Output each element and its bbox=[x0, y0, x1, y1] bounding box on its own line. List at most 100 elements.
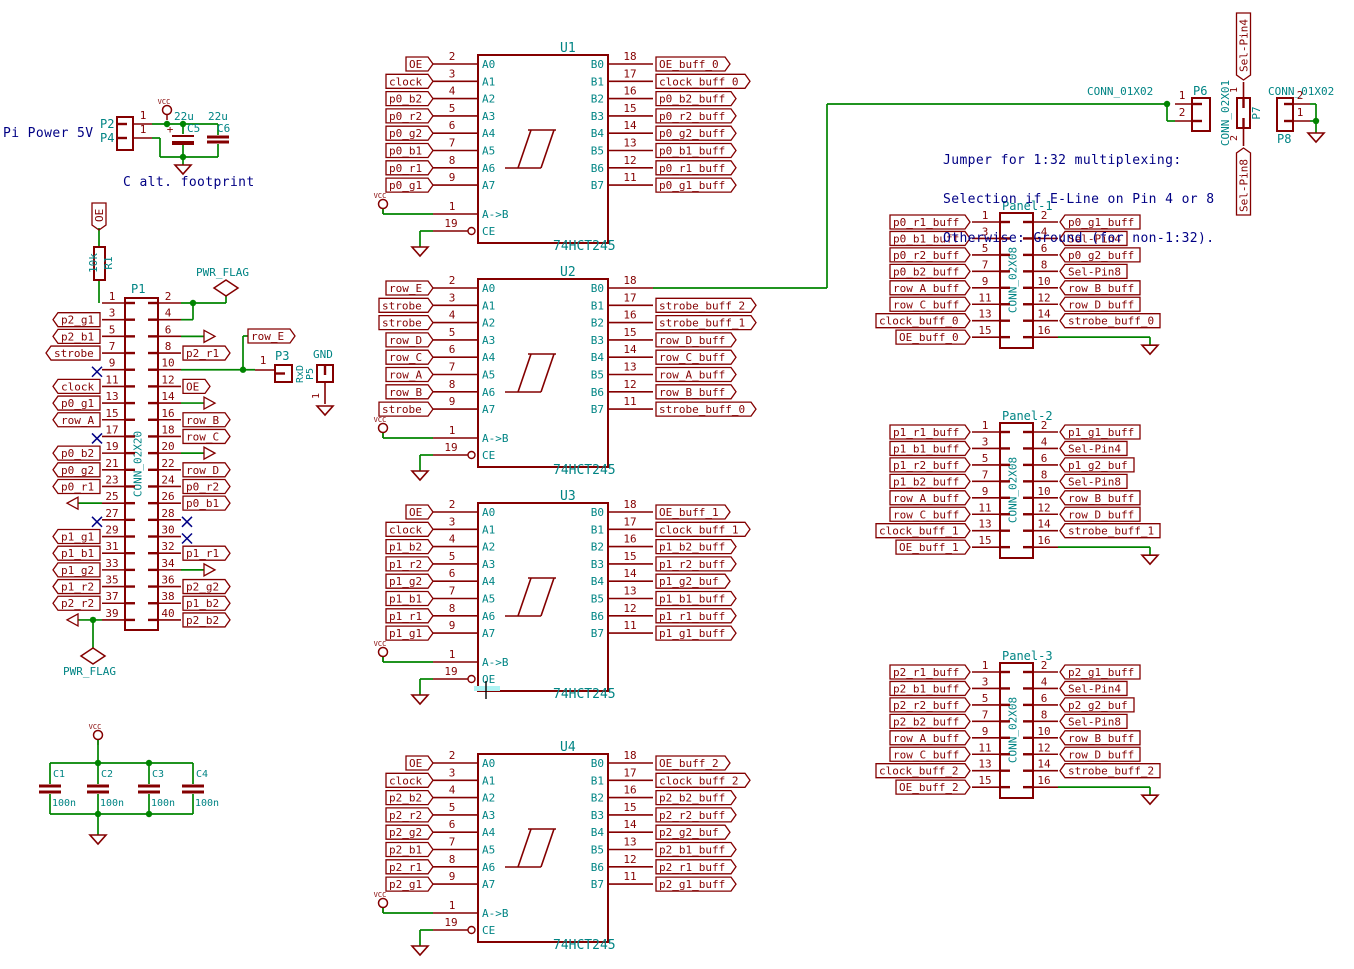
global-label-Sel-Pin4[interactable] bbox=[1059, 680, 1128, 697]
global-label-row_D[interactable] bbox=[385, 332, 434, 348]
global-label-p1_r2_buff[interactable] bbox=[889, 457, 971, 473]
connector-body[interactable] bbox=[124, 297, 159, 631]
global-label-p2_r2[interactable] bbox=[52, 595, 101, 611]
global-label-row_A_buff[interactable] bbox=[655, 366, 737, 383]
global-label-p1_b1[interactable] bbox=[52, 545, 101, 561]
vcc-symbol[interactable] bbox=[92, 729, 104, 741]
connector-Panel-2[interactable]: Panel-2 CONN_02X08 1 p1_r1_buff 2 p1_g1_buff 3… bbox=[875, 409, 1161, 566]
gnd-symbol[interactable] bbox=[1306, 132, 1326, 144]
pin-invert-bubble[interactable] bbox=[467, 226, 476, 236]
global-label-p1_r1[interactable] bbox=[182, 545, 231, 561]
global-label-row_C[interactable] bbox=[385, 349, 434, 365]
vcc-symbol[interactable] bbox=[377, 646, 389, 658]
global-label-OE_buff_2[interactable] bbox=[895, 779, 971, 795]
global-label-p0_r2[interactable] bbox=[385, 108, 434, 124]
global-label-p1_r1_buff[interactable] bbox=[889, 424, 971, 440]
global-label-strobe[interactable] bbox=[378, 314, 434, 331]
global-label-row_B[interactable] bbox=[385, 384, 434, 400]
vcc-symbol[interactable] bbox=[377, 422, 389, 434]
unconnected-arrow[interactable] bbox=[65, 612, 79, 628]
gnd-symbol[interactable] bbox=[410, 945, 430, 957]
global-label-p0_r1[interactable] bbox=[52, 478, 101, 495]
connector-body[interactable] bbox=[1191, 97, 1211, 132]
schmitt-glyph[interactable] bbox=[517, 353, 532, 393]
schmitt-glyph[interactable] bbox=[540, 577, 555, 617]
no-connect-icon[interactable] bbox=[91, 432, 103, 444]
global-label-row_B_buff[interactable] bbox=[1059, 280, 1141, 296]
global-label-p1_g1_buff[interactable] bbox=[1059, 424, 1141, 440]
global-label-p2_g2_buf[interactable] bbox=[655, 824, 731, 840]
global-label-Sel-Pin4[interactable] bbox=[1235, 12, 1252, 81]
vcc-symbol[interactable] bbox=[377, 198, 389, 210]
global-label-p2_r1[interactable] bbox=[385, 859, 434, 875]
ic-body[interactable] bbox=[477, 278, 609, 468]
global-label-row_D_buff[interactable] bbox=[1059, 746, 1141, 762]
global-label-row_C_buff[interactable] bbox=[655, 349, 737, 365]
connector-body[interactable] bbox=[999, 662, 1034, 799]
global-label-row_A_buff[interactable] bbox=[889, 280, 971, 296]
schmitt-glyph[interactable] bbox=[540, 828, 555, 868]
gnd-symbol[interactable] bbox=[315, 405, 335, 417]
global-label-row_C[interactable] bbox=[182, 428, 231, 445]
global-label-row_A_buff[interactable] bbox=[889, 730, 971, 746]
vertical-label-Sel-Pin4[interactable]: Sel-Pin4 bbox=[1235, 12, 1252, 81]
global-label-p1_b1[interactable] bbox=[385, 590, 434, 607]
global-label-p0_b2[interactable] bbox=[52, 445, 101, 461]
global-label-p2_r2[interactable] bbox=[385, 807, 434, 823]
gnd-symbol[interactable] bbox=[173, 164, 193, 176]
global-label-p2_g1[interactable] bbox=[385, 876, 434, 892]
global-label-row_A[interactable] bbox=[385, 366, 434, 383]
global-label-Sel-Pin8[interactable] bbox=[1059, 473, 1128, 489]
global-label-p2_b2_buff[interactable] bbox=[655, 789, 737, 806]
global-label-row_D_buff[interactable] bbox=[1059, 506, 1141, 522]
no-connect-icon[interactable] bbox=[91, 516, 103, 528]
global-label-p2_g2[interactable] bbox=[385, 824, 434, 840]
global-label-clock_buff_1[interactable] bbox=[655, 521, 751, 537]
global-label-p1_g2[interactable] bbox=[52, 562, 101, 578]
global-label-row_C_buff[interactable] bbox=[889, 506, 971, 522]
global-label-p0_b1[interactable] bbox=[182, 495, 231, 511]
unconnected-arrow[interactable] bbox=[65, 496, 79, 511]
global-label-p1_b1_buff[interactable] bbox=[889, 440, 971, 457]
connector-body[interactable] bbox=[274, 364, 293, 383]
schmitt-glyph[interactable] bbox=[517, 129, 532, 169]
pwr-flag-symbol[interactable] bbox=[79, 647, 107, 665]
global-label-OE_buff_0[interactable] bbox=[895, 329, 971, 345]
vcc-symbol[interactable] bbox=[161, 104, 173, 116]
gnd-symbol[interactable] bbox=[410, 694, 430, 706]
schmitt-glyph[interactable] bbox=[517, 828, 532, 868]
global-label-p2_b1[interactable] bbox=[385, 841, 434, 858]
schmitt-glyph[interactable] bbox=[517, 577, 532, 617]
global-label-p0_b2[interactable] bbox=[385, 90, 434, 107]
global-label-p1_r1_buff[interactable] bbox=[655, 608, 737, 624]
global-label-p0_b1[interactable] bbox=[385, 142, 434, 159]
global-label-p2_b2[interactable] bbox=[182, 612, 231, 628]
net-wire-u2b0-p6[interactable] bbox=[653, 100, 1175, 289]
global-label-p1_g1[interactable] bbox=[52, 528, 101, 545]
connector-Panel-1[interactable]: Panel-1 CONN_02X08 1 p0_r1_buff 2 p0_g1_buff 3… bbox=[875, 199, 1161, 356]
global-label-p0_r2_buff[interactable] bbox=[655, 108, 737, 124]
connector-body[interactable] bbox=[1276, 97, 1294, 132]
global-label-p2_r2_buff[interactable] bbox=[889, 697, 971, 713]
global-label-OE[interactable] bbox=[405, 755, 434, 771]
global-label-p0_b1_buff[interactable] bbox=[655, 142, 737, 159]
global-label-clock[interactable] bbox=[385, 521, 434, 537]
global-label-p0_r1_buff[interactable] bbox=[889, 214, 971, 230]
no-connect-icon[interactable] bbox=[91, 366, 103, 378]
global-label-p1_b2[interactable] bbox=[182, 595, 231, 611]
global-label-p0_b2_buff[interactable] bbox=[889, 263, 971, 279]
global-label-p2_g2_buf[interactable] bbox=[1059, 697, 1135, 713]
global-label-p2_r1_buff[interactable] bbox=[889, 664, 971, 680]
global-label-p0_g2_buff[interactable] bbox=[1059, 247, 1141, 263]
global-label-p0_r1_buff[interactable] bbox=[655, 160, 737, 176]
global-label-clock_buff_0[interactable] bbox=[655, 73, 751, 89]
global-label-p0_g2_buff[interactable] bbox=[655, 125, 737, 141]
global-label-OE_buff_1[interactable] bbox=[655, 504, 731, 520]
vertical-label-OE[interactable]: OE bbox=[91, 202, 107, 231]
global-label-row_B_buff[interactable] bbox=[1059, 490, 1141, 506]
global-label-strobe[interactable] bbox=[378, 401, 434, 417]
pin-invert-bubble[interactable] bbox=[467, 674, 476, 684]
unconnected-arrow[interactable] bbox=[203, 562, 217, 577]
vcc-symbol[interactable] bbox=[377, 897, 389, 909]
global-label-p1_g2_buf[interactable] bbox=[1059, 457, 1135, 473]
